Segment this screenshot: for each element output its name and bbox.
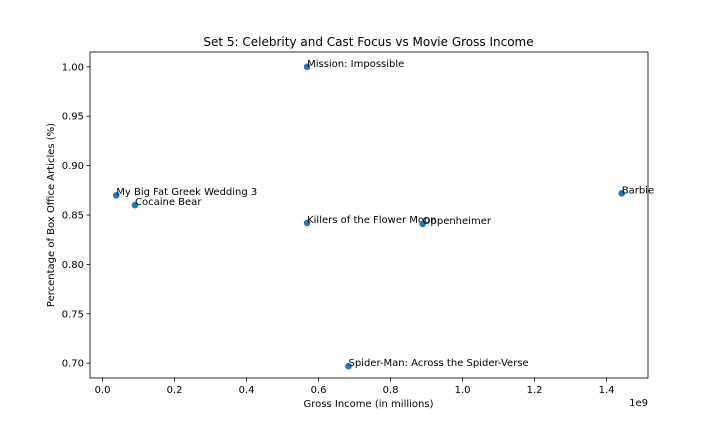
x-tick-label: 0.0 (95, 385, 111, 396)
y-tick-label: 0.80 (62, 260, 84, 271)
data-point (618, 189, 626, 197)
data-point-label: Barbie (622, 185, 654, 196)
data-point (131, 201, 139, 209)
y-axis-title: Percentage of Box Office Articles (%) (46, 123, 57, 307)
x-tick-label: 0.2 (167, 385, 183, 396)
y-tick-label: 0.70 (62, 359, 84, 370)
data-point-label: My Big Fat Greek Wedding 3 (116, 187, 257, 198)
x-axis-title: Gross Income (in millions) (304, 399, 434, 410)
y-axis: 0.70 0.75 0.80 0.85 0.90 0.95 1.00 (62, 62, 90, 370)
y-tick-label: 1.00 (62, 62, 84, 73)
x-tick-label: 1.4 (599, 385, 615, 396)
x-axis: 0.0 0.2 0.4 0.6 0.8 1.0 1.2 1.4 (95, 378, 615, 396)
y-tick-label: 0.95 (62, 112, 84, 123)
data-point (303, 219, 311, 227)
data-point-label: Spider-Man: Across the Spider-Verse (348, 358, 528, 369)
data-point (345, 362, 352, 370)
data-point (112, 191, 120, 199)
x-tick-label: 1.0 (455, 385, 471, 396)
data-point-label: Mission: Impossible (307, 59, 404, 70)
data-point-label: Oppenheimer (423, 216, 492, 227)
x-tick-label: 0.8 (383, 385, 399, 396)
x-offset-text: 1e9 (629, 398, 648, 409)
data-point-label: Cocaine Bear (135, 197, 202, 208)
y-tick-label: 0.75 (62, 309, 84, 320)
data-point (303, 63, 311, 71)
x-tick-label: 0.6 (311, 385, 327, 396)
data-point (419, 220, 426, 228)
data-points: Mission: Impossible My Big Fat Greek Wedd… (112, 59, 654, 370)
x-tick-label: 1.2 (527, 385, 543, 396)
y-tick-label: 0.85 (62, 211, 84, 222)
chart-title: Set 5: Celebrity and Cast Focus vs Movie… (203, 35, 533, 49)
data-point-label: Killers of the Flower Moon (307, 215, 436, 226)
x-tick-label: 0.4 (239, 385, 255, 396)
y-tick-label: 0.90 (62, 161, 84, 172)
